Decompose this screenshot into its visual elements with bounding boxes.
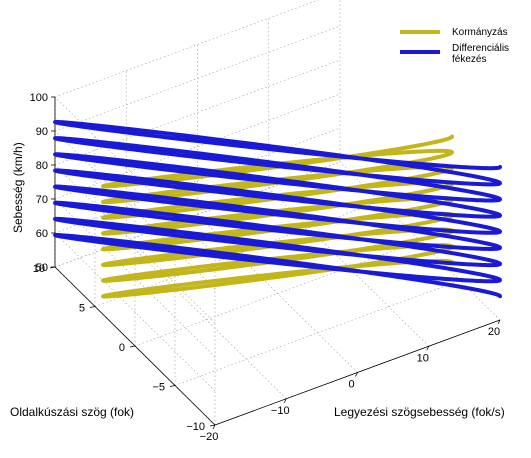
grid-line-back-z — [54, 0, 320, 98]
y-tick-mark — [209, 424, 216, 427]
y-tick-mark — [129, 345, 136, 348]
y-tick-label: −10 — [186, 421, 205, 433]
series-group — [53, 119, 502, 299]
y-tick-mark — [89, 306, 96, 308]
x-tick-mark — [426, 346, 430, 351]
x-tick-label: 10 — [417, 352, 429, 364]
z-tick-label: 100 — [30, 92, 48, 104]
x-tick-mark — [212, 424, 216, 430]
x-tick-label: 0 — [348, 379, 354, 391]
legend: Kormányzás Differenciális fékezés — [400, 27, 509, 65]
z-tick-label: 70 — [36, 194, 48, 206]
x-tick-label: −20 — [200, 431, 219, 443]
z-tick-label: 90 — [36, 126, 48, 138]
grid-line-back-z — [54, 25, 341, 132]
grid-line-back-z — [54, 127, 341, 234]
x-tick-mark — [355, 372, 358, 377]
x-tick-mark — [497, 319, 501, 325]
grid-line-floor-x — [126, 240, 287, 399]
grid-line-back-z — [54, 93, 341, 200]
grid-line-side-z — [54, 96, 216, 256]
z-tick-label: 60 — [36, 228, 48, 240]
legend-label-steering: Kormányzás — [452, 27, 508, 38]
grid-line-floor-y — [174, 280, 461, 386]
grid-line-back-z — [54, 59, 341, 166]
y-axis-label: Oldalkúszási szög (fok) — [10, 405, 134, 419]
x-tick-label: 20 — [488, 326, 500, 338]
z-tick-label: 80 — [36, 160, 48, 172]
y-tick-label: 10 — [33, 263, 45, 275]
series-braking-spiral — [53, 119, 502, 299]
z-axis-label: Sebesség (km/h) — [11, 142, 25, 233]
x-tick-label: −10 — [271, 405, 290, 417]
x-axis-label: Legyezési szögsebesség (fok/s) — [334, 405, 505, 419]
y-tick-label: 5 — [79, 303, 85, 315]
y-tick-label: −5 — [152, 382, 165, 394]
z-tick-label: 50 — [36, 262, 48, 274]
y-tick-mark — [169, 385, 176, 387]
grid-line-floor-x — [197, 214, 358, 373]
grid-line-side-z — [54, 232, 216, 392]
y-tick-label: 0 — [119, 342, 125, 354]
legend-label-braking: Differenciális fékezés — [452, 43, 509, 65]
x-tick-mark — [283, 398, 287, 403]
